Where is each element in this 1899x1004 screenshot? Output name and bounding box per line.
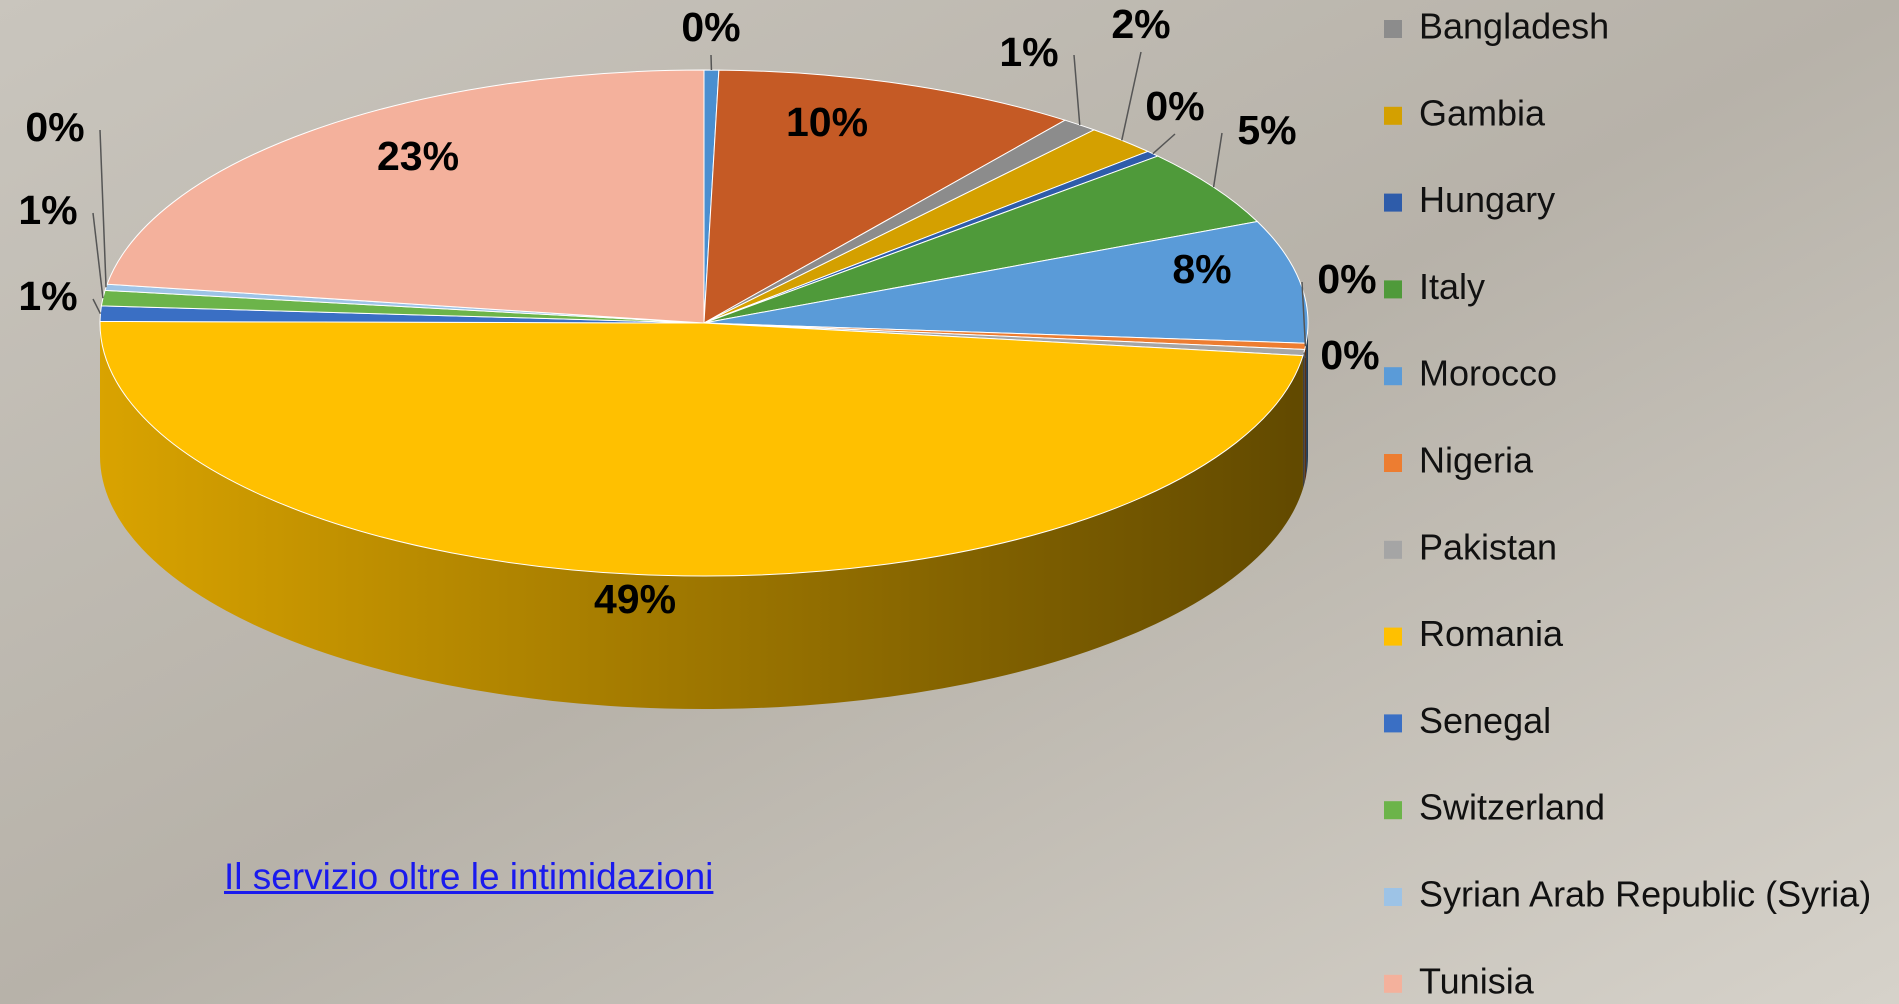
legend-label: Tunisia <box>1419 960 1535 1001</box>
leader-line <box>1301 281 1307 347</box>
leader-line <box>1152 133 1176 155</box>
data-label: 0% <box>681 4 740 50</box>
legend-label: Hungary <box>1419 179 1555 220</box>
legend-swatch <box>1384 801 1402 820</box>
data-label: 1% <box>18 273 77 319</box>
leader-line <box>92 212 104 299</box>
legend-swatch <box>1384 714 1402 733</box>
slice-side <box>100 323 1303 709</box>
legend-label: Nigeria <box>1419 440 1534 481</box>
data-label: 1% <box>999 29 1058 75</box>
slice <box>703 69 1067 324</box>
legend-label: Syrian Arab Republic (Syria) <box>1419 874 1871 915</box>
data-label: 1% <box>18 187 77 233</box>
data-label: 0% <box>25 104 84 150</box>
leader-line <box>92 298 102 314</box>
legend-swatch <box>1384 627 1402 646</box>
legend-label: Romania <box>1419 613 1564 654</box>
legend-swatch <box>1384 106 1402 125</box>
legend-swatch <box>1384 454 1402 472</box>
leader-line <box>1303 352 1306 359</box>
legend-swatch <box>1384 367 1402 386</box>
legend-label: Switzerland <box>1419 787 1605 828</box>
legend-label: Gambia <box>1419 92 1546 133</box>
slice <box>703 155 1259 324</box>
data-label: 49% <box>594 576 676 622</box>
slice-side <box>1302 349 1305 489</box>
slice <box>703 220 1309 344</box>
slice-side <box>1304 343 1307 483</box>
legend-swatch <box>1384 888 1402 906</box>
data-label: 23% <box>377 133 459 179</box>
legend-label: Pakistan <box>1419 526 1557 567</box>
slice <box>106 69 705 324</box>
legend-label: Bangladesh <box>1419 6 1609 47</box>
data-label: 0% <box>1320 332 1379 378</box>
link[interactable]: Il servizio oltre le intimidazioni <box>224 856 714 897</box>
legend-swatch <box>1384 20 1402 38</box>
slice <box>99 320 1304 577</box>
legend-label: Italy <box>1419 266 1485 307</box>
legend-label: Senegal <box>1419 700 1551 741</box>
legend-swatch <box>1384 193 1402 212</box>
legend-swatch <box>1384 974 1402 993</box>
data-label: 2% <box>1111 1 1170 47</box>
data-label: 0% <box>1145 83 1204 129</box>
legend-label: Morocco <box>1419 353 1557 394</box>
data-label: 0% <box>1317 256 1376 302</box>
leader-line <box>1073 54 1081 125</box>
leader-line <box>1212 132 1223 188</box>
data-label: 5% <box>1237 107 1296 153</box>
leader-line <box>1121 51 1142 141</box>
leader-line <box>99 129 107 288</box>
slice-side <box>1306 323 1308 477</box>
legend-swatch <box>1384 280 1402 299</box>
legend-swatch <box>1384 540 1402 559</box>
data-label: 8% <box>1172 246 1231 292</box>
data-label: 10% <box>786 99 868 145</box>
